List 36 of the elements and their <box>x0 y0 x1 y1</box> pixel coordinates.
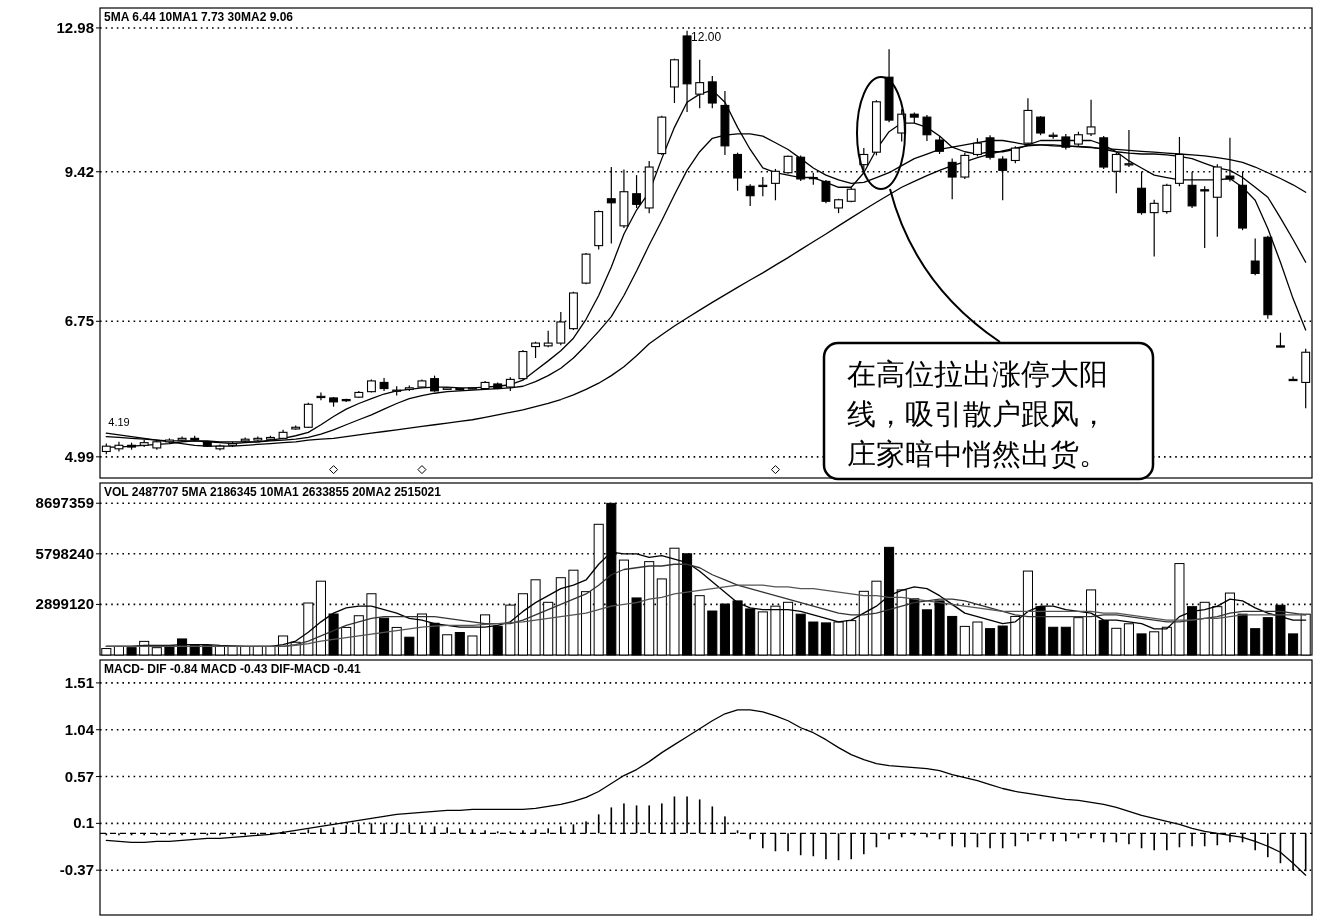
y-tick-label: 5798240 <box>35 544 94 562</box>
candlestick <box>1036 115 1046 136</box>
y-tick-label: 6.75 <box>64 312 94 330</box>
callout: 在高位拉出涨停大阳线，吸引散户跟风，庄家暗中悄然出货。 <box>822 76 1155 481</box>
y-tick-label: 0.57 <box>64 767 94 785</box>
candlestick <box>1200 185 1210 249</box>
candlestick <box>316 391 326 401</box>
y-tick-label: 8697359 <box>35 494 94 512</box>
line-series <box>105 584 1307 647</box>
y-tick-label: 1.04 <box>64 720 95 738</box>
candlestick <box>998 155 1008 201</box>
y-tick-label: 4.99 <box>64 447 94 465</box>
candlestick <box>821 179 831 204</box>
candlestick <box>733 152 743 192</box>
y-tick-label: 12.98 <box>56 18 94 36</box>
annotation: 4.19 <box>108 415 130 428</box>
candlestick <box>758 176 768 197</box>
candlestick <box>1250 237 1260 276</box>
candlestick <box>1288 375 1298 382</box>
y-tick-label: -0.37 <box>59 861 94 879</box>
y-tick-label: 1.51 <box>64 673 94 691</box>
candlestick <box>1149 199 1159 258</box>
candlestick <box>303 402 313 429</box>
candlestick <box>922 114 932 142</box>
chart-title: MACD- DIF -0.84 MACD -0.43 DIF-MACD -0.41 <box>104 662 362 676</box>
candlestick <box>770 168 780 201</box>
chart-title: 5MA 6.44 10MA1 7.73 30MA2 9.06 <box>104 10 294 24</box>
candlestick <box>1086 99 1096 137</box>
candlestick <box>745 183 755 207</box>
chart-title: VOL 2487707 5MA 2186345 10MA1 2633855 20MA2 2515021 <box>104 485 442 499</box>
y-tick-label: 0.1 <box>73 814 94 832</box>
annotation: 12.00 <box>691 29 722 44</box>
y-tick-label: 2899120 <box>35 595 94 613</box>
y-tick-label: 9.42 <box>64 162 94 180</box>
annotation: 在高位拉出涨停大阳线，吸引散户跟风，庄家暗中悄然出货。 <box>847 358 1108 470</box>
candlestick <box>632 174 642 209</box>
